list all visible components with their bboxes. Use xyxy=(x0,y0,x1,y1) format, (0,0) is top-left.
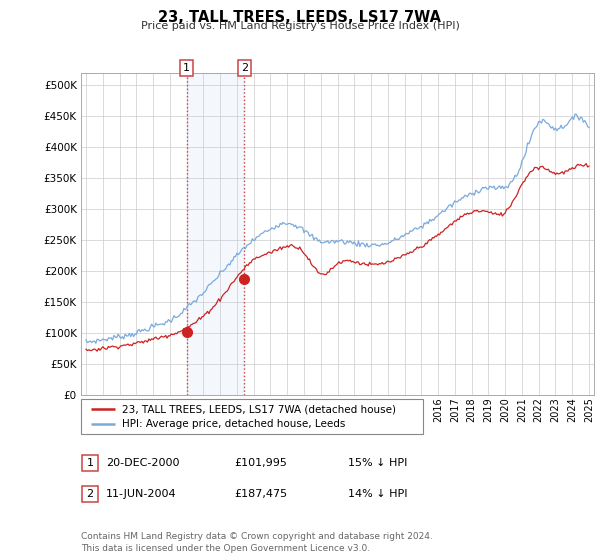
Text: 23, TALL TREES, LEEDS, LS17 7WA (detached house): 23, TALL TREES, LEEDS, LS17 7WA (detache… xyxy=(122,404,396,414)
Text: 1: 1 xyxy=(183,63,190,73)
Text: 11-JUN-2004: 11-JUN-2004 xyxy=(106,489,177,499)
Text: 1: 1 xyxy=(86,458,94,468)
Text: Contains HM Land Registry data © Crown copyright and database right 2024.
This d: Contains HM Land Registry data © Crown c… xyxy=(81,532,433,553)
Text: 20-DEC-2000: 20-DEC-2000 xyxy=(106,458,180,468)
Bar xyxy=(187,73,244,395)
Text: HPI: Average price, detached house, Leeds: HPI: Average price, detached house, Leed… xyxy=(122,419,346,430)
Text: 23, TALL TREES, LEEDS, LS17 7WA: 23, TALL TREES, LEEDS, LS17 7WA xyxy=(158,10,442,25)
Text: 15% ↓ HPI: 15% ↓ HPI xyxy=(348,458,407,468)
Text: 2: 2 xyxy=(86,489,94,499)
Text: Price paid vs. HM Land Registry's House Price Index (HPI): Price paid vs. HM Land Registry's House … xyxy=(140,21,460,31)
Text: £187,475: £187,475 xyxy=(234,489,287,499)
FancyBboxPatch shape xyxy=(82,486,98,502)
Text: 2: 2 xyxy=(241,63,248,73)
FancyBboxPatch shape xyxy=(81,399,423,434)
Text: £101,995: £101,995 xyxy=(234,458,287,468)
FancyBboxPatch shape xyxy=(82,455,98,471)
Text: 14% ↓ HPI: 14% ↓ HPI xyxy=(348,489,407,499)
